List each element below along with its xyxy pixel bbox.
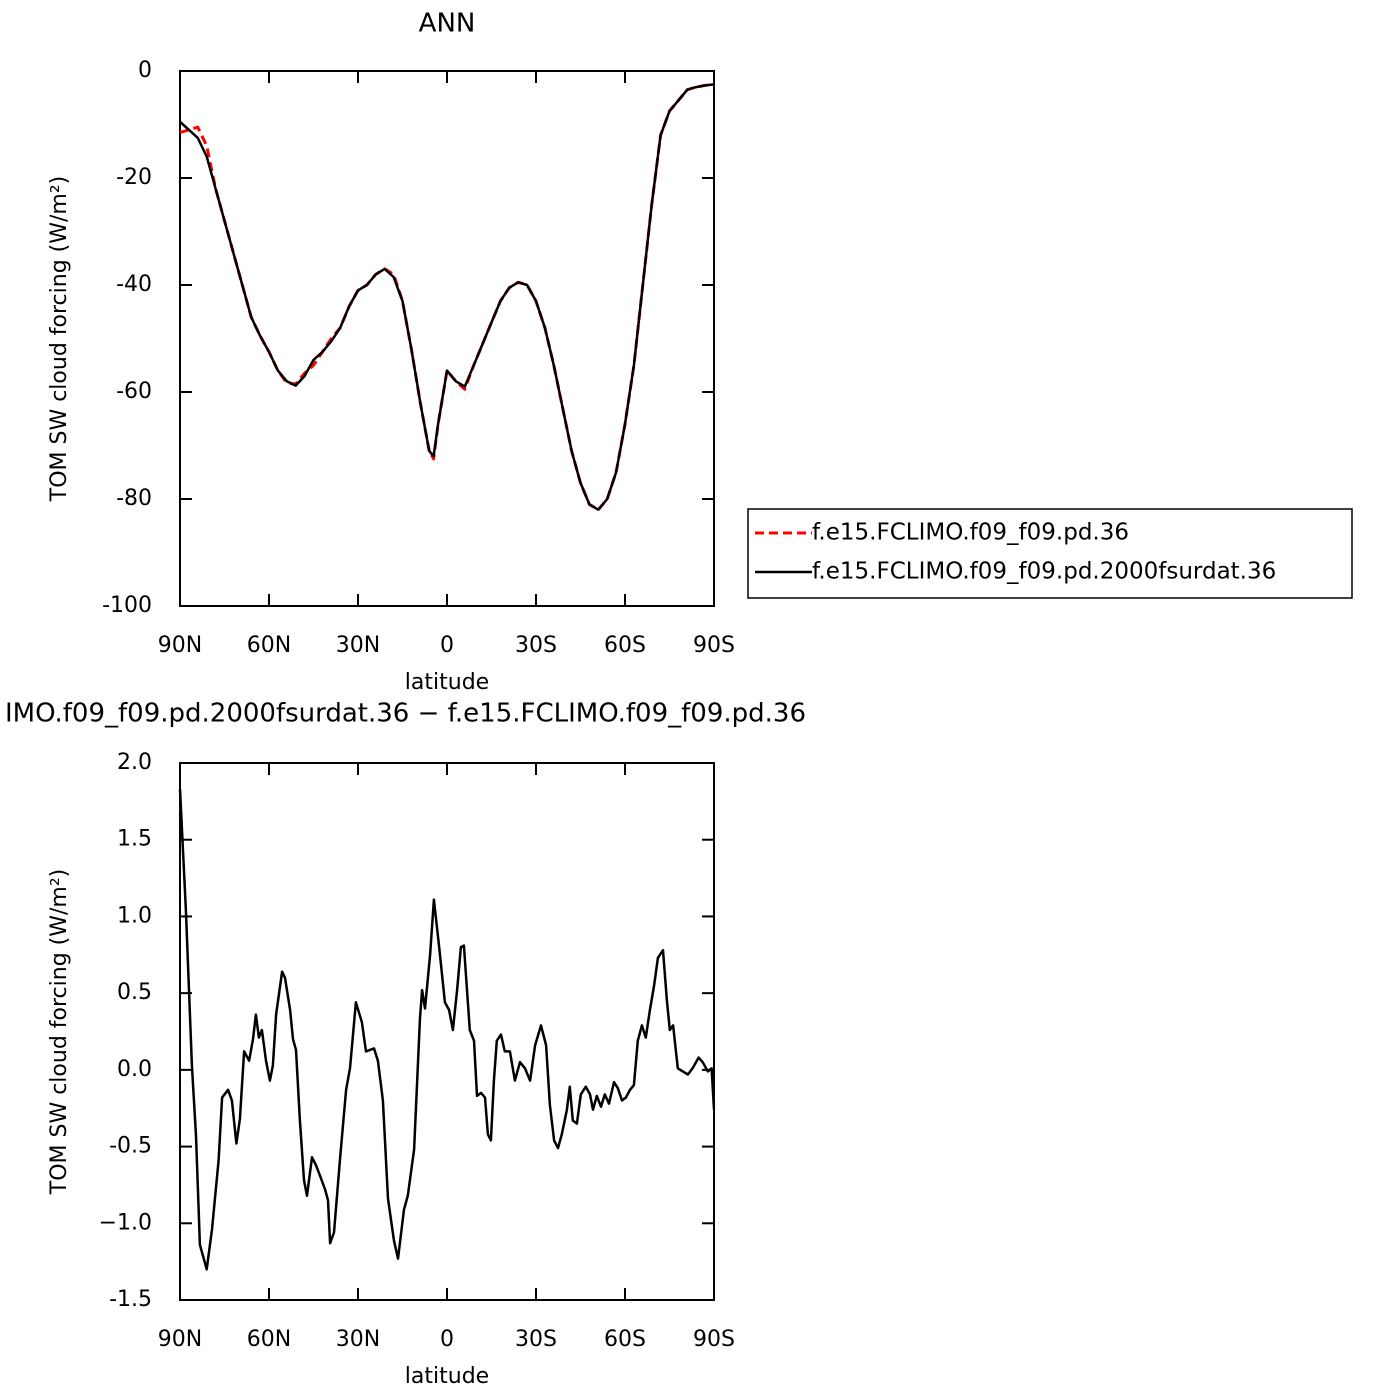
- y-tick-label: -20: [116, 165, 152, 190]
- x-tick-label: 30N: [336, 633, 380, 658]
- chart-title: IMO.f09_f09.pd.2000fsurdat.36 − f.e15.FC…: [5, 699, 806, 729]
- legend-box: [747, 508, 1353, 599]
- y-axis-label: TOM SW cloud forcing (W/m²): [47, 869, 72, 1195]
- x-tick-label: 0: [440, 1327, 454, 1352]
- x-tick-label: 60N: [247, 1327, 291, 1352]
- y-tick-label: 0: [138, 58, 152, 83]
- x-axis-label: latitude: [405, 1364, 489, 1389]
- y-tick-label: -1.5: [109, 1287, 152, 1312]
- series-line: [179, 82, 715, 512]
- x-tick-label: 60S: [604, 1327, 646, 1352]
- y-axis-label: TOM SW cloud forcing (W/m²): [47, 176, 72, 502]
- x-tick-label: 90N: [158, 633, 202, 658]
- x-tick-label: 60S: [604, 633, 646, 658]
- y-tick-label: −1.0: [99, 1210, 152, 1235]
- legend-label: f.e15.FCLIMO.f09_f09.pd.2000fsurdat.36: [812, 559, 1276, 585]
- x-tick-label: 90S: [693, 1327, 735, 1352]
- series-line: [178, 789, 716, 1271]
- y-tick-label: -100: [102, 593, 152, 618]
- x-axis-label: latitude: [405, 670, 489, 695]
- x-tick-label: 90N: [158, 1327, 202, 1352]
- x-tick-label: 30S: [515, 1327, 557, 1352]
- x-tick-label: 30N: [336, 1327, 380, 1352]
- y-tick-label: 1.0: [117, 903, 152, 928]
- y-tick-label: -80: [116, 486, 152, 511]
- y-tick-label: -40: [116, 272, 152, 297]
- series-line: [179, 83, 715, 511]
- y-tick-label: -60: [116, 379, 152, 404]
- x-tick-label: 0: [440, 633, 454, 658]
- y-tick-label: 0.0: [117, 1057, 152, 1082]
- y-tick-label: 2.0: [117, 750, 152, 775]
- legend-label: f.e15.FCLIMO.f09_f09.pd.36: [812, 520, 1129, 546]
- y-tick-label: 0.5: [117, 980, 152, 1005]
- x-tick-label: 90S: [693, 633, 735, 658]
- x-tick-label: 30S: [515, 633, 557, 658]
- y-tick-label: 1.5: [117, 827, 152, 852]
- chart-title: ANN: [419, 9, 476, 39]
- y-tick-label: -0.5: [109, 1134, 152, 1159]
- x-tick-label: 60N: [247, 633, 291, 658]
